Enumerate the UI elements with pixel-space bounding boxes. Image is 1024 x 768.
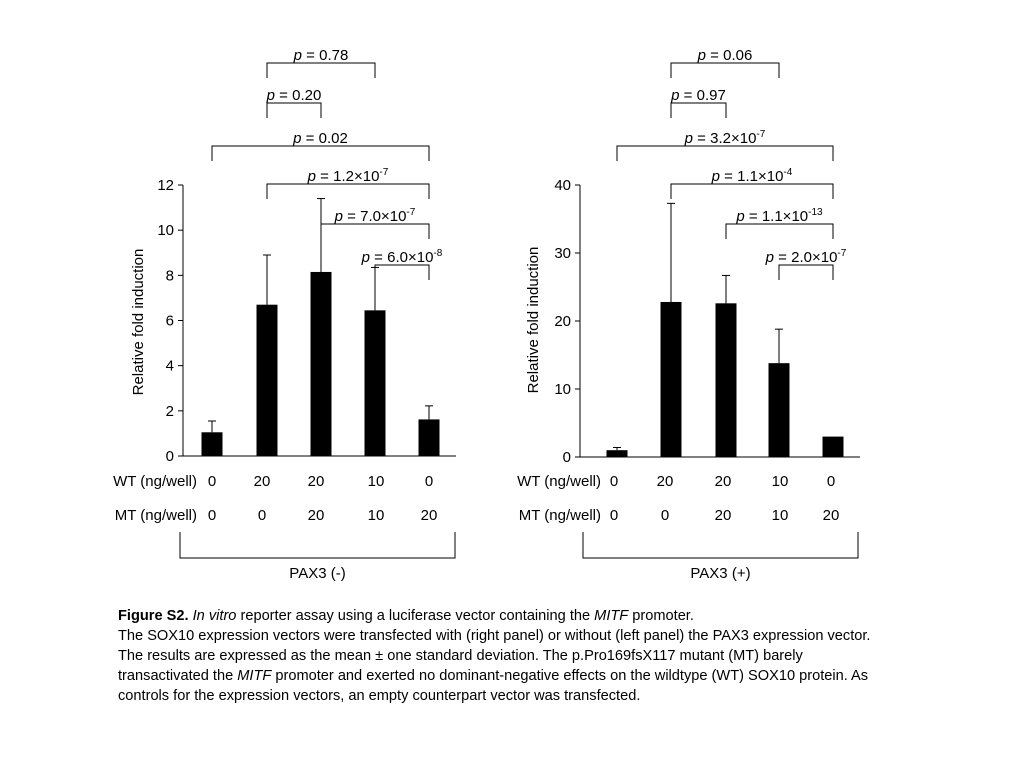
- bar: [256, 304, 278, 456]
- mt-row-label: MT (ng/well): [519, 507, 601, 524]
- p-value-label: p = 6.0×10-8: [361, 248, 443, 266]
- mt-value: 20: [715, 507, 732, 524]
- bar: [606, 450, 628, 457]
- figure-panels: 0 2 4 6 8 10 12 Relative fold induction WT (ng/w…: [113, 47, 860, 582]
- comparison-bracket: [670, 102, 727, 118]
- p-value-label: p = 1.2×10-7: [307, 167, 389, 185]
- group-bracket: [179, 532, 456, 559]
- caption-text-3: The SOX10 expression vectors were transf…: [118, 628, 871, 684]
- caption-text-4: promoter and exerted no dominant-negativ…: [118, 668, 869, 704]
- chart-panel-2: 0 10 20 30 40 Relative fold induction WT (ng/w…: [517, 47, 860, 582]
- comparison-bracket: [670, 183, 834, 199]
- y-axis-label: Relative fold induction: [130, 249, 147, 396]
- p-value-label: p = 0.97: [670, 87, 726, 104]
- mt-value: 20: [308, 507, 325, 524]
- comparison-bracket: [616, 145, 834, 161]
- comparison-bracket: [725, 223, 834, 239]
- mt-value: 20: [421, 507, 438, 524]
- wt-value: 0: [208, 473, 216, 490]
- wt-value: 0: [610, 473, 618, 490]
- comparison-bracket: [211, 145, 430, 161]
- p-value-label: p = 0.78: [293, 47, 349, 64]
- comparison-bracket: [670, 62, 780, 78]
- wt-value: 20: [254, 473, 271, 490]
- bar: [364, 310, 386, 456]
- wt-value: 10: [368, 473, 385, 490]
- figure-caption: Figure S2. In vitro reporter assay using…: [118, 606, 878, 706]
- comparison-bracket: [320, 223, 430, 239]
- y-tick-label: 6: [166, 313, 174, 330]
- wt-value: 20: [657, 473, 674, 490]
- caption-text-2: promoter.: [628, 608, 694, 624]
- caption-gene-1: MITF: [594, 608, 629, 624]
- caption-title: Figure S2.: [118, 608, 189, 624]
- group-label: PAX3 (+): [690, 565, 750, 582]
- y-tick-label: 40: [554, 177, 571, 194]
- p-value-label: p = 1.1×10-4: [711, 167, 793, 185]
- caption-body: The SOX10 expression vectors were transf…: [118, 626, 878, 706]
- mt-row-label: MT (ng/well): [115, 507, 197, 524]
- y-tick-label: 10: [157, 222, 174, 239]
- wt-value: 10: [772, 473, 789, 490]
- y-tick-label: 8: [166, 267, 174, 284]
- group-bracket: [582, 532, 859, 559]
- bar: [418, 419, 440, 456]
- comparison-bracket: [266, 183, 430, 199]
- wt-value: 0: [425, 473, 433, 490]
- p-value-label: p = 0.02: [292, 130, 348, 147]
- y-tick-label: 4: [166, 358, 174, 375]
- caption-gene-2: MITF: [237, 668, 272, 684]
- p-value-label: p = 1.1×10-13: [735, 207, 823, 225]
- y-tick-label: 20: [554, 313, 571, 330]
- bar: [310, 271, 332, 456]
- p-value-label: p = 7.0×10-7: [334, 207, 416, 225]
- bar: [822, 436, 844, 457]
- comparison-bracket: [374, 264, 430, 280]
- comparison-bracket: [778, 264, 834, 280]
- y-tick-label: 0: [563, 449, 571, 466]
- mt-value: 10: [368, 507, 385, 524]
- p-value-label: p = 3.2×10-7: [684, 129, 766, 147]
- comparison-bracket: [266, 102, 322, 118]
- y-tick-label: 2: [166, 403, 174, 420]
- wt-value: 20: [308, 473, 325, 490]
- caption-line-1: Figure S2. In vitro reporter assay using…: [118, 606, 878, 626]
- p-value-label: p = 0.06: [697, 47, 753, 64]
- mt-value: 0: [258, 507, 266, 524]
- mt-value: 0: [208, 507, 216, 524]
- caption-invitro: In vitro: [192, 608, 237, 624]
- group-label: PAX3 (-): [289, 565, 345, 582]
- y-tick-label: 30: [554, 245, 571, 262]
- bar: [768, 363, 790, 457]
- p-value-label: p = 0.20: [266, 87, 322, 104]
- mt-value: 0: [661, 507, 669, 524]
- y-tick-label: 10: [554, 381, 571, 398]
- wt-value: 0: [827, 473, 835, 490]
- comparison-bracket: [266, 62, 376, 78]
- mt-value: 0: [610, 507, 618, 524]
- y-axis-label: Relative fold induction: [525, 247, 542, 394]
- p-value-label: p = 2.0×10-7: [765, 248, 847, 266]
- mt-value: 10: [772, 507, 789, 524]
- bar: [660, 301, 682, 457]
- caption-text-1: reporter assay using a luciferase vector…: [236, 608, 595, 624]
- bar: [201, 432, 223, 456]
- wt-row-label: WT (ng/well): [517, 473, 601, 490]
- y-tick-label: 0: [166, 448, 174, 465]
- mt-value: 20: [823, 507, 840, 524]
- wt-row-label: WT (ng/well): [113, 473, 197, 490]
- bar: [715, 303, 737, 457]
- wt-value: 20: [715, 473, 732, 490]
- y-tick-label: 12: [157, 177, 174, 194]
- chart-panel-1: 0 2 4 6 8 10 12 Relative fold induction WT (ng/w…: [113, 47, 456, 582]
